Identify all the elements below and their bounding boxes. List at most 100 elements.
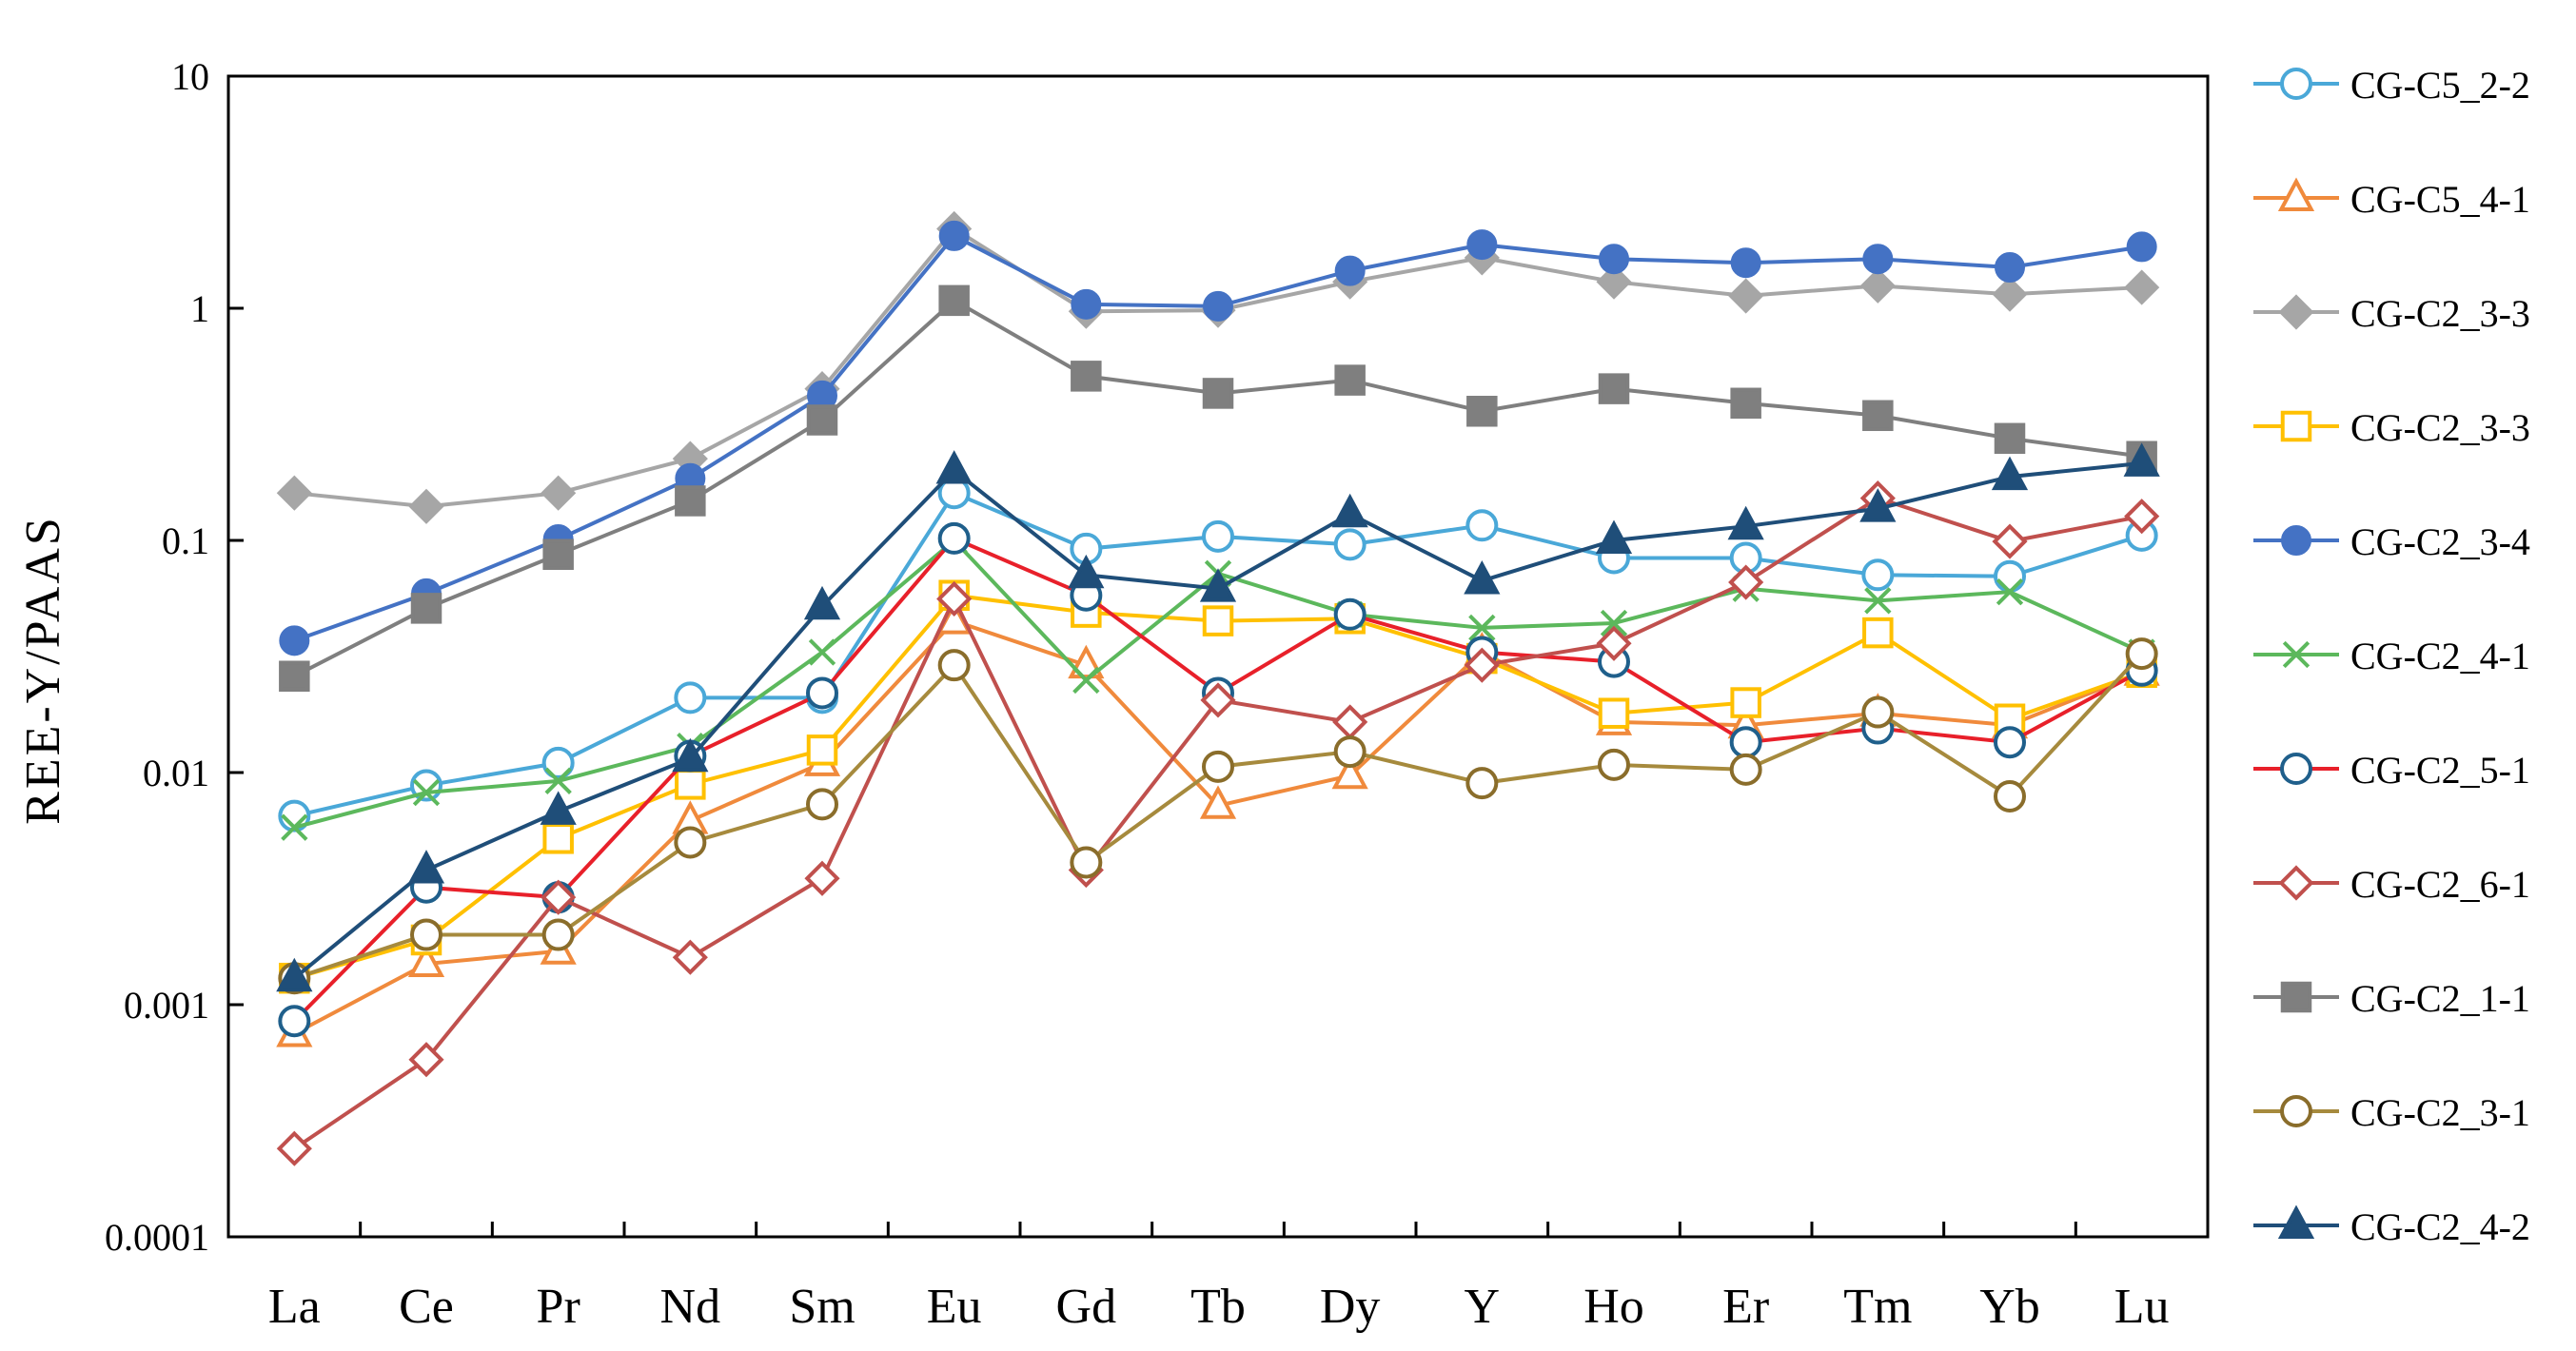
- data-point: [408, 488, 444, 524]
- data-point: [1464, 647, 1500, 683]
- data-point: [1995, 252, 2025, 284]
- data-point: [2278, 294, 2314, 330]
- data-point: [278, 799, 311, 832]
- data-point: [672, 737, 709, 773]
- plot-series: [276, 210, 2160, 1166]
- data-point: [806, 676, 838, 710]
- data-point: [276, 475, 312, 511]
- data-point: [935, 450, 973, 484]
- legend-item: CG-C2_1-1: [2253, 977, 2530, 1020]
- data-point: [541, 879, 577, 915]
- data-point: [408, 1042, 444, 1078]
- data-point: [1071, 361, 1102, 392]
- plot-frame: [226, 74, 2210, 1239]
- y-tick-label: 0.001: [124, 984, 209, 1027]
- data-point: [2126, 231, 2157, 263]
- data-point: [2277, 1204, 2315, 1239]
- data-point: [2282, 640, 2311, 669]
- data-point: [1859, 267, 1896, 303]
- data-point: [1202, 519, 1234, 553]
- data-point: [2280, 753, 2312, 785]
- data-point: [1070, 846, 1103, 879]
- data-point: [675, 769, 706, 800]
- data-point: [2124, 269, 2160, 305]
- data-point: [279, 660, 310, 692]
- data-point: [2125, 637, 2158, 671]
- x-tick-label-tm: Tm: [1843, 1280, 1912, 1334]
- series-cg-c2-4-2-10: [276, 442, 2160, 992]
- data-point: [1991, 456, 2029, 491]
- data-point: [1992, 523, 2028, 559]
- data-point: [1331, 493, 1368, 528]
- x-tick-label-ce: Ce: [399, 1280, 454, 1334]
- data-point: [2277, 177, 2315, 211]
- data-point: [540, 791, 577, 825]
- data-point: [2278, 865, 2314, 901]
- data-point: [410, 918, 442, 951]
- data-point: [2123, 442, 2160, 477]
- x-tick-label-ho: Ho: [1583, 1280, 1644, 1334]
- data-point: [1728, 278, 1764, 314]
- legend-item: CG-C2_3-4: [2253, 520, 2530, 563]
- data-point: [276, 1130, 312, 1166]
- data-point: [1729, 726, 1762, 759]
- x-tick-label-la: La: [268, 1280, 321, 1334]
- x-tick-label-gd: Gd: [1056, 1280, 1117, 1334]
- data-point: [412, 778, 441, 807]
- data-point: [1992, 276, 2028, 312]
- legend-item: CG-C2_4-1: [2253, 635, 2530, 677]
- legend-label: CG-C2_5-1: [2350, 749, 2530, 792]
- legend-label: CG-C2_3-1: [2350, 1091, 2530, 1134]
- data-point: [1861, 558, 1895, 592]
- legend-item: CG-C2_3-3: [2253, 406, 2530, 449]
- x-tick-label-lu: Lu: [2114, 1280, 2170, 1334]
- series-cg-c2-3-1-9: [278, 637, 2158, 995]
- data-point: [542, 538, 574, 571]
- data-point: [542, 823, 574, 854]
- data-point: [2280, 981, 2312, 1013]
- legend-item: CG-C2_3-3: [2253, 292, 2530, 335]
- x-tick-label-tb: Tb: [1190, 1280, 1246, 1334]
- data-point: [1728, 564, 1764, 600]
- data-point: [803, 585, 841, 620]
- data-point: [1468, 614, 1496, 642]
- data-point: [1464, 559, 1501, 595]
- data-point: [2281, 525, 2311, 556]
- data-point: [1994, 779, 2026, 813]
- y-axis-label: REE-Y/PAAS: [16, 515, 70, 825]
- data-point: [1596, 264, 1632, 300]
- data-point: [806, 734, 838, 766]
- x-tick-label-sm: Sm: [789, 1280, 855, 1334]
- x-tick-label-dy: Dy: [1320, 1280, 1381, 1334]
- data-point: [1333, 528, 1367, 561]
- series-cg-c2-1-1-8: [279, 284, 2157, 692]
- data-point: [1331, 754, 1368, 790]
- data-point: [806, 788, 838, 821]
- data-point: [1199, 568, 1237, 602]
- data-point: [674, 826, 707, 859]
- x-tick-label-yb: Yb: [1979, 1280, 2040, 1334]
- x-tick-label-y: Y: [1465, 1280, 1501, 1334]
- data-point: [1994, 422, 2026, 455]
- data-point: [1466, 396, 1498, 427]
- data-point: [1729, 753, 1762, 786]
- data-point: [1596, 625, 1632, 661]
- data-point: [410, 593, 442, 624]
- data-point: [1202, 378, 1234, 409]
- data-point: [804, 860, 840, 896]
- data-point: [675, 485, 706, 517]
- data-point: [1730, 687, 1761, 718]
- data-point: [1199, 785, 1237, 819]
- data-point: [806, 404, 838, 436]
- y-tick-label: 0.1: [162, 519, 209, 562]
- data-point: [938, 284, 970, 317]
- data-point: [1599, 244, 1629, 275]
- x-tick-label-er: Er: [1722, 1280, 1769, 1334]
- data-point: [1466, 229, 1498, 261]
- data-point: [1994, 559, 2026, 593]
- legend-item: CG-C5_4-1: [2253, 177, 2530, 221]
- data-point: [279, 625, 310, 656]
- data-point: [938, 220, 970, 251]
